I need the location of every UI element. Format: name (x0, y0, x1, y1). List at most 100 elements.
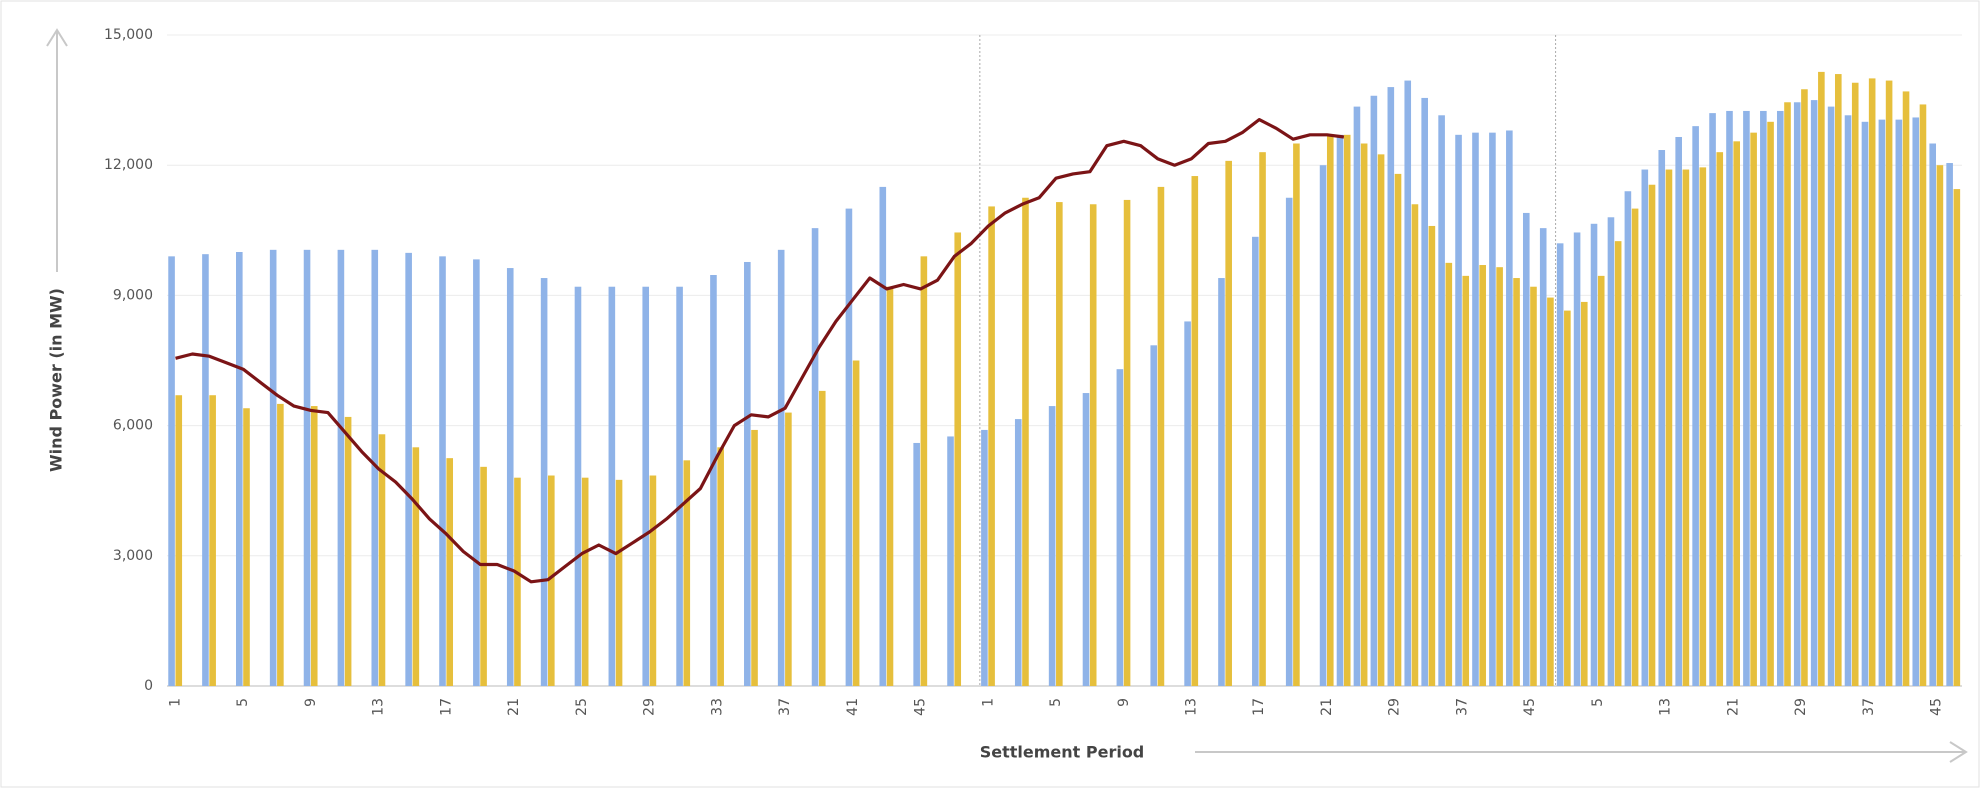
bar (303, 249, 311, 686)
bar (1370, 95, 1378, 686)
bar (1506, 130, 1513, 687)
x-axis-arrow (1195, 741, 1968, 763)
bar (777, 249, 785, 686)
bar (1326, 134, 1334, 686)
bar (1252, 236, 1259, 686)
bar (371, 249, 379, 686)
x-tick-label: 1 (167, 698, 183, 707)
bar (1496, 267, 1503, 686)
bar (879, 186, 887, 686)
x-tick-label: 41 (845, 698, 861, 716)
x-tick-label: 17 (1251, 698, 1267, 716)
bar (1285, 197, 1293, 686)
bar (1658, 150, 1666, 686)
bar (1048, 406, 1056, 686)
bar (1885, 80, 1893, 686)
bar (1743, 110, 1750, 686)
bar (642, 286, 650, 686)
bar (1851, 82, 1859, 687)
line (175, 118, 1345, 584)
bar (1089, 204, 1097, 686)
bar (1607, 217, 1615, 686)
bar (649, 475, 657, 686)
bar (710, 275, 717, 686)
bar (202, 254, 209, 687)
bar (1733, 141, 1740, 686)
bar (1157, 186, 1165, 686)
bar (1682, 169, 1690, 687)
bar (1428, 225, 1436, 686)
bar (1692, 126, 1699, 686)
bar (168, 256, 175, 686)
bar (1539, 228, 1547, 686)
bar (1293, 143, 1300, 686)
bar (1353, 106, 1361, 687)
bar (1421, 97, 1428, 687)
bar (514, 477, 521, 686)
bar (1801, 89, 1808, 686)
bar (1022, 197, 1029, 686)
bar (683, 460, 691, 686)
bar (269, 249, 277, 686)
y-tick-label: 6,000 (113, 418, 153, 434)
y-tick-label: 3,000 (113, 548, 153, 564)
x-tick-label: 45 (913, 698, 929, 716)
bar (1912, 117, 1920, 686)
bar (344, 416, 352, 686)
y-tick-label: 9,000 (113, 287, 153, 303)
x-tick-label: 5 (1048, 698, 1064, 707)
bar (1377, 154, 1385, 687)
x-tick-label: 29 (642, 698, 658, 716)
bar (175, 395, 183, 686)
bar (1750, 132, 1757, 686)
bar (751, 429, 758, 686)
bar (1191, 176, 1199, 687)
bar (1699, 167, 1707, 686)
bar (1624, 191, 1632, 687)
y-axis-title: Wind Power (in MW) (47, 288, 66, 472)
bar (785, 412, 792, 686)
bar (581, 477, 589, 686)
bar (506, 268, 514, 686)
bar (1946, 163, 1953, 686)
x-tick-label: 9 (1116, 698, 1132, 707)
x-tick-label: 25 (574, 698, 590, 716)
x-tick-label: 21 (506, 698, 522, 716)
bar (1259, 152, 1266, 686)
bar (1793, 102, 1801, 686)
bar (1014, 419, 1022, 686)
bar (1360, 143, 1368, 686)
bar (608, 286, 616, 686)
bar (1462, 275, 1470, 686)
bar (439, 256, 446, 686)
bar (1472, 132, 1479, 686)
x-tick-label: 9 (303, 698, 319, 707)
bar (446, 458, 454, 686)
x-tick-label: 37 (1861, 698, 1877, 716)
bar (412, 447, 420, 686)
x-tick-label: 17 (438, 698, 454, 716)
bar (1784, 102, 1791, 686)
x-tick-label: 45 (1522, 698, 1538, 716)
bar (615, 479, 623, 686)
bar (1218, 278, 1225, 686)
bar (1760, 110, 1767, 686)
bar (1489, 132, 1496, 686)
x-tick-label: 37 (777, 698, 793, 716)
bar (540, 278, 548, 686)
bar (1878, 119, 1886, 686)
bar (1116, 369, 1124, 686)
x-tick-label: 37 (1454, 698, 1470, 716)
bar (1902, 91, 1910, 687)
x-tick-label: 29 (1387, 698, 1403, 716)
bar (1184, 321, 1191, 686)
bar (378, 434, 386, 686)
bar (845, 208, 853, 686)
bar (818, 390, 826, 686)
bar (1394, 173, 1402, 686)
bar (981, 429, 988, 686)
bar (913, 442, 920, 686)
bar (1556, 243, 1564, 686)
x-tick-label: 21 (1725, 698, 1741, 716)
